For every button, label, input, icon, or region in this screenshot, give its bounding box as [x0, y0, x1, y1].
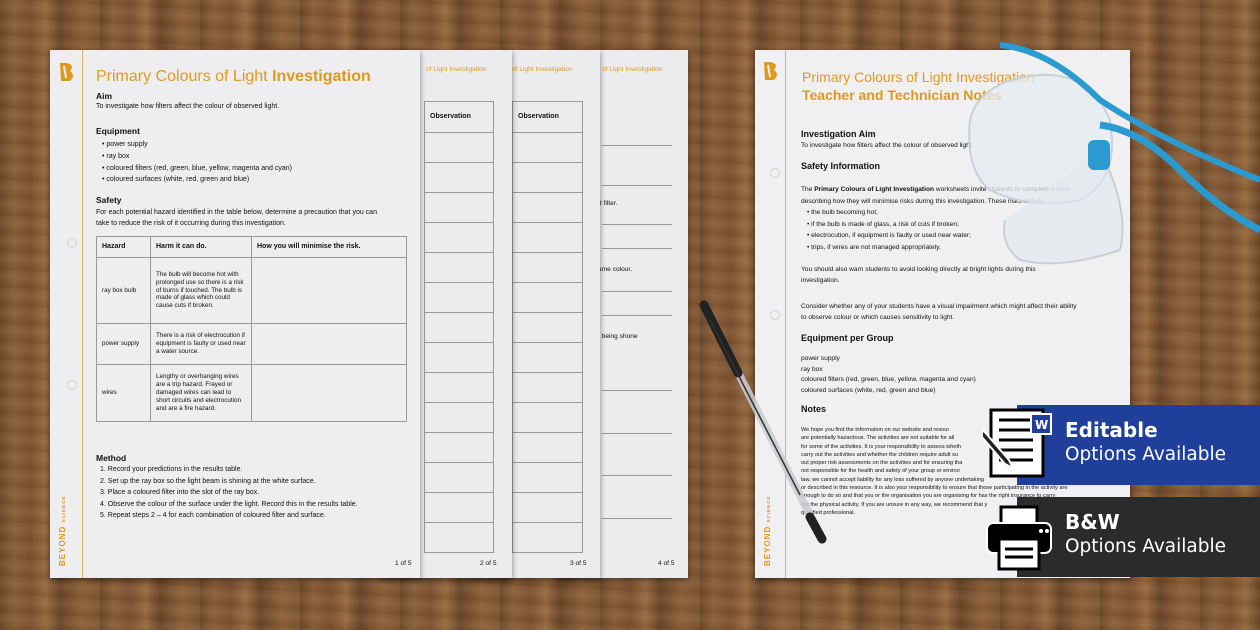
printer-icon: [986, 505, 1052, 571]
consider-text: Consider whether any of your students ha…: [801, 303, 1077, 321]
table-row: ray box bulb The bulb will become hot wit…: [96, 257, 407, 324]
page-number: 3 of 5: [570, 560, 587, 567]
banner-subtitle: Options Available: [1065, 536, 1226, 557]
aim-text: To investigate how filters affect the co…: [96, 103, 280, 110]
pen-image: [699, 300, 827, 544]
aim-heading: Investigation Aim: [801, 129, 876, 139]
page-snippet: t being shone: [598, 333, 638, 340]
observation-table: Observation: [512, 101, 583, 553]
page-snippet: ame colour.: [598, 266, 633, 273]
page-snippet: d filter.: [598, 200, 618, 207]
aim-heading: Aim: [96, 91, 113, 101]
minimise-input[interactable]: [251, 323, 407, 365]
column-header: Observation: [512, 101, 583, 133]
method-heading: Method: [96, 453, 127, 463]
aim-text: To investigate how filters affect the co…: [801, 142, 974, 149]
notes-title: Primary Colours of Light Investigation: [802, 69, 1035, 85]
safety-heading: Safety Information: [801, 161, 881, 171]
beyond-logo-icon: [60, 63, 73, 81]
banner-subtitle: Options Available: [1065, 444, 1226, 465]
hazard-table: Hazard Harm it can do. How you will minimi…: [96, 236, 407, 422]
worksheet-page-1: Primary Colours of Light Investigation A…: [50, 50, 420, 578]
banner-title: B&W: [1065, 510, 1120, 534]
method-list: 1. Record your predictions in the result…: [100, 466, 358, 519]
page-title: Primary Colours of Light Investigation: [96, 68, 371, 85]
notes-text: We hope you find the information on our …: [801, 427, 1068, 516]
editable-options-banner[interactable]: Editable Options Available: [1017, 405, 1260, 485]
svg-text:W: W: [1035, 418, 1048, 432]
equipment-list: • power supply • ray box • coloured filter…: [102, 141, 293, 184]
beyond-logo-icon: [764, 62, 777, 80]
minimise-input[interactable]: [251, 257, 407, 324]
minimise-input[interactable]: [251, 364, 407, 422]
notes-subtitle: Teacher and Technician Notes: [802, 87, 1003, 103]
observation-table: Observation: [424, 101, 494, 553]
page-number: 2 of 5: [480, 560, 497, 567]
safety-heading: Safety: [96, 195, 122, 205]
table-row: power supply There is a risk of electrocu…: [96, 323, 407, 365]
page-header: of Light Investigation: [512, 66, 573, 73]
safety-glasses-image: [968, 42, 1260, 265]
page-number: 4 of 5: [658, 560, 675, 567]
equipment-list: power supply ray box coloured filters (red…: [801, 355, 976, 394]
safety-text: For each potential hazard identified in …: [96, 209, 377, 227]
page-number: 1 of 5: [395, 560, 412, 567]
column-header: Observation: [424, 101, 494, 133]
bw-options-banner[interactable]: B&W Options Available: [1017, 497, 1260, 577]
equipment-heading: Equipment per Group: [801, 333, 894, 343]
brand-vertical: BEYOND SCIENCE: [58, 495, 67, 566]
notes-heading: Notes: [801, 404, 827, 414]
warn-text: You should also warn students to avoid l…: [801, 266, 1036, 284]
page-header: of Light Investigation: [426, 66, 487, 73]
banner-title: Editable: [1065, 418, 1158, 442]
table-row: wires Lengthy or overhanging wires are a …: [96, 364, 407, 422]
word-document-edit-icon: W: [983, 408, 1052, 478]
equipment-heading: Equipment: [96, 126, 140, 136]
worksheet-page-2: of Light Investigation Observation 2 of …: [380, 50, 512, 578]
page-header: of Light Investigation: [602, 66, 663, 73]
